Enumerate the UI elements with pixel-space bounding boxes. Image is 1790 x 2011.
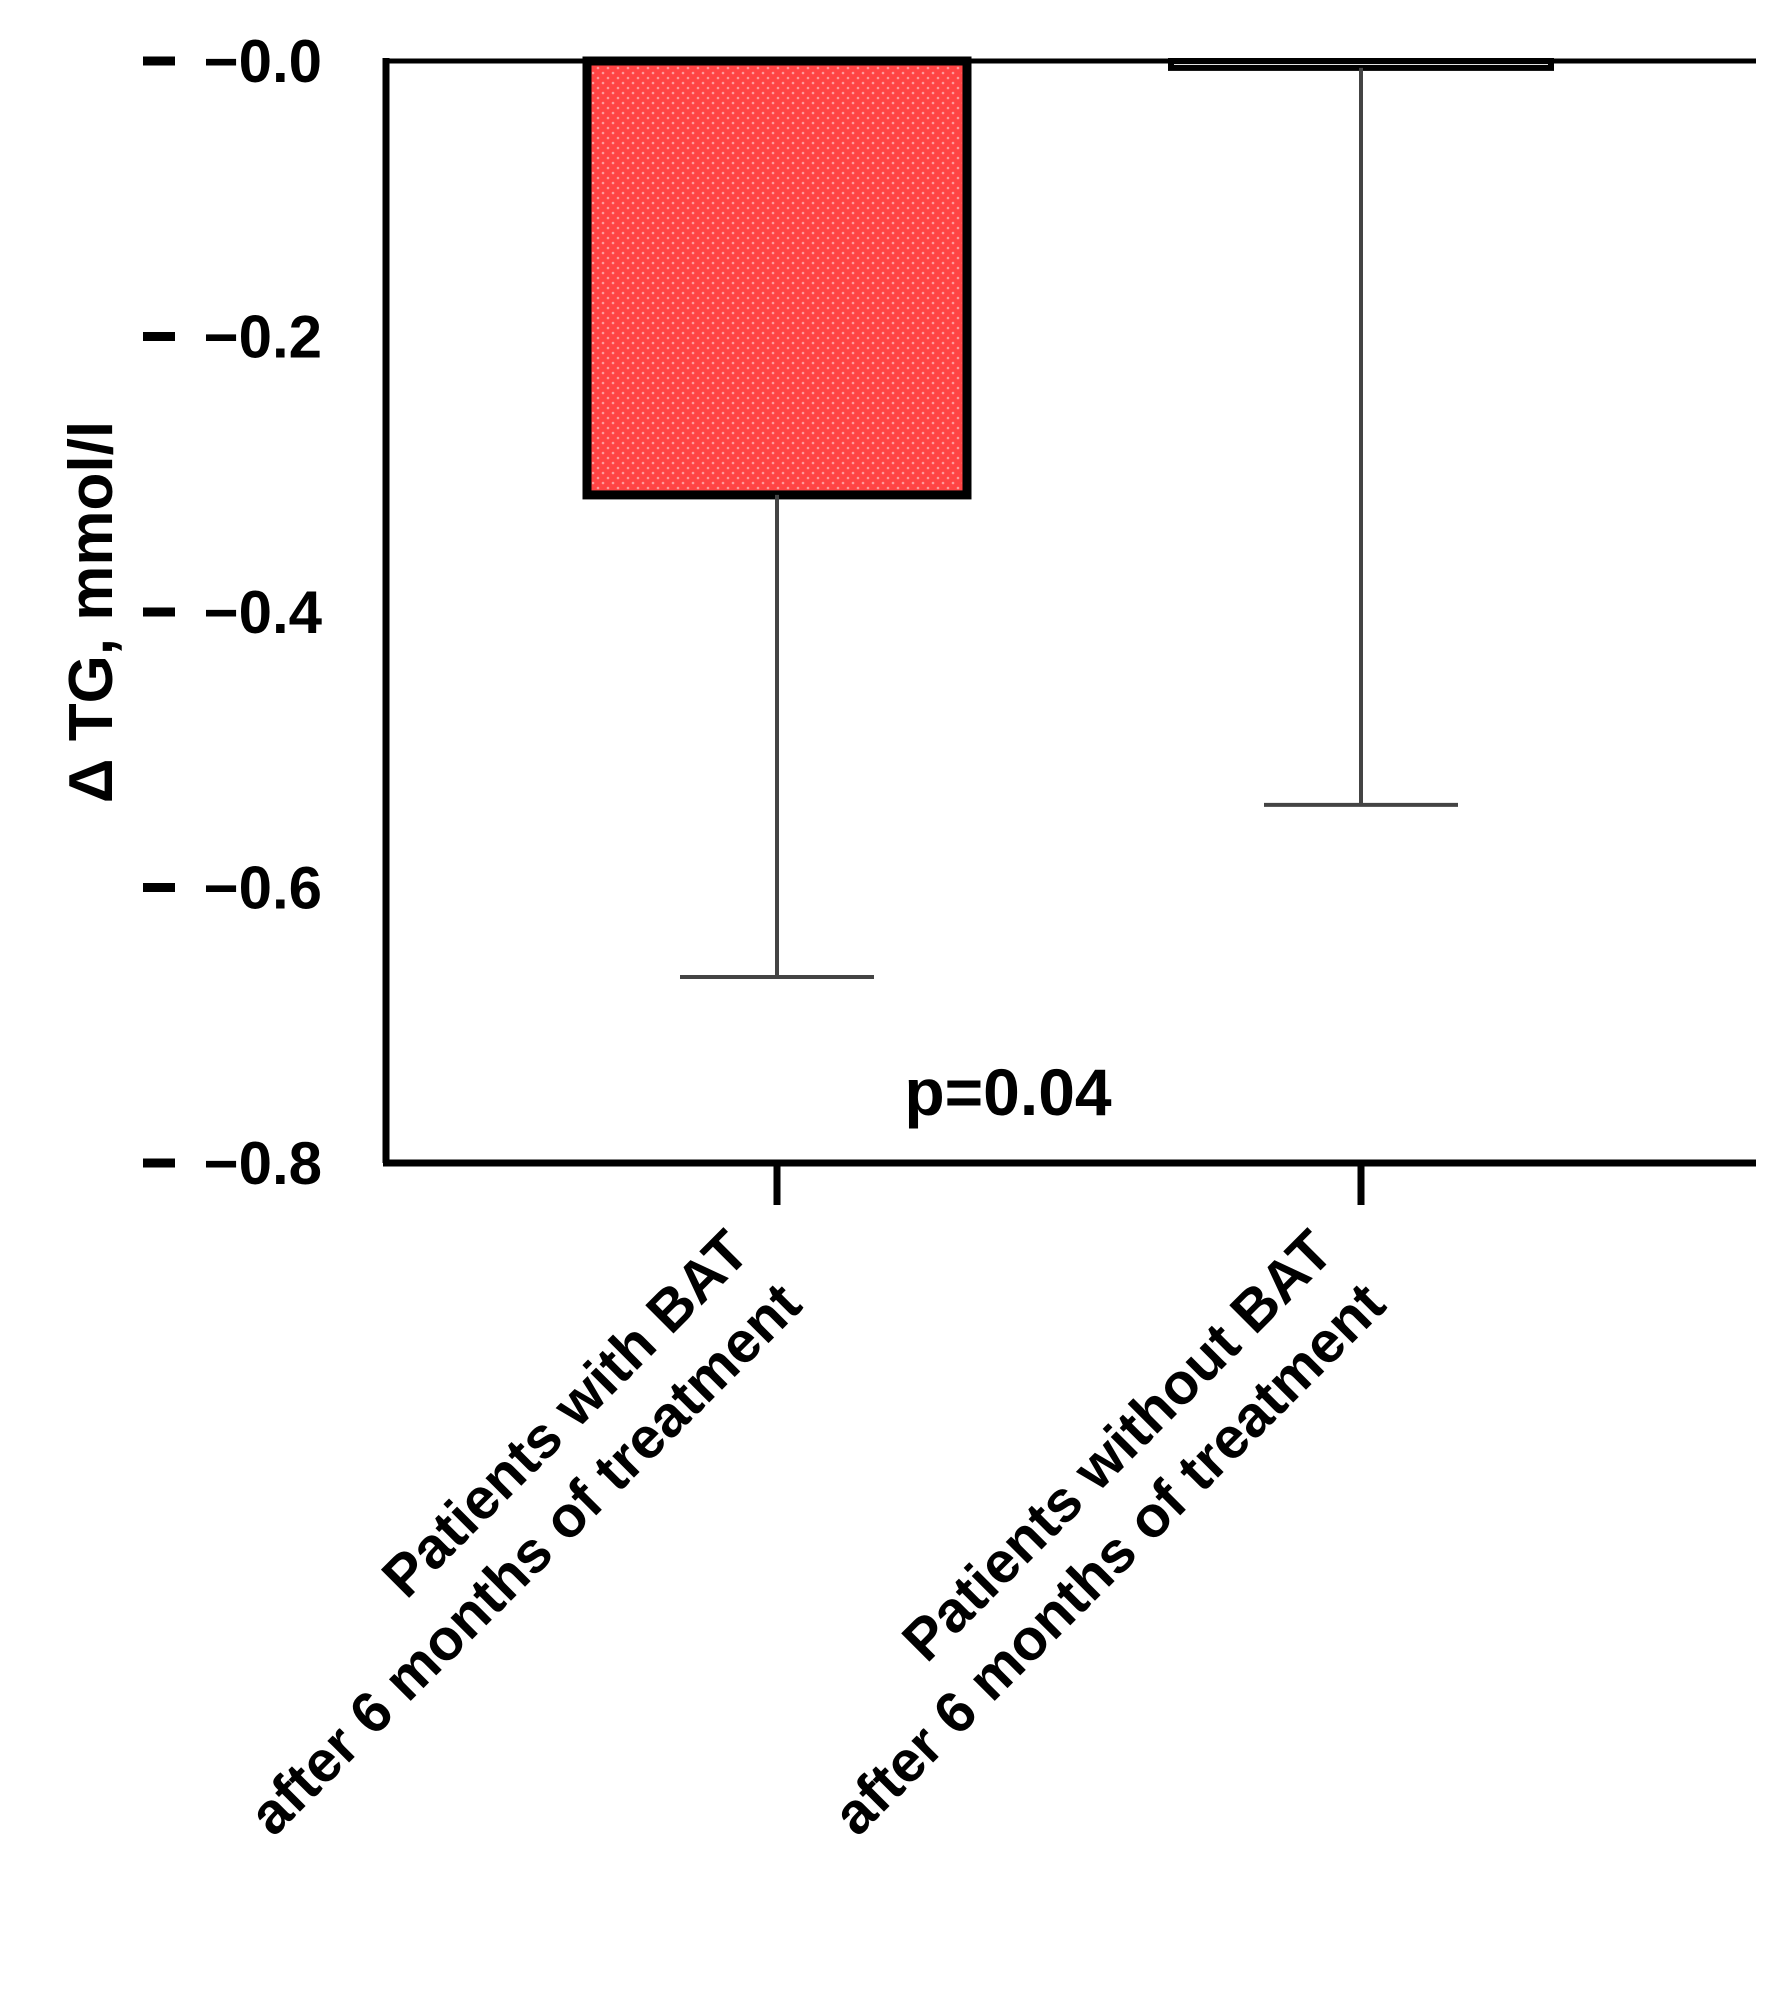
x-ticks-layer [773, 1163, 1365, 1205]
category-label-line2: after 6 months of treatment [821, 1271, 1398, 1848]
y-tick-label: −0.0 [204, 28, 322, 95]
bars-layer [582, 56, 1554, 500]
bar-texture [592, 66, 962, 490]
y-tick-label: −0.8 [204, 1130, 322, 1197]
y-tick-label: −0.2 [204, 304, 322, 371]
category-label-line1: Patients without BAT [890, 1218, 1345, 1673]
y-axis-title: Δ TG, mmol/l [57, 421, 126, 803]
p-value-annotation: p=0.04 [904, 1055, 1112, 1129]
category-label-line2: after 6 months of treatment [237, 1271, 814, 1848]
error-bars-layer [680, 67, 1458, 980]
y-ticks-layer: −0.0 −0.2 −0.4 −0.6 −0.8 [143, 28, 323, 1197]
y-tick-label: −0.6 [204, 855, 322, 922]
y-tick-label: −0.4 [204, 579, 323, 646]
